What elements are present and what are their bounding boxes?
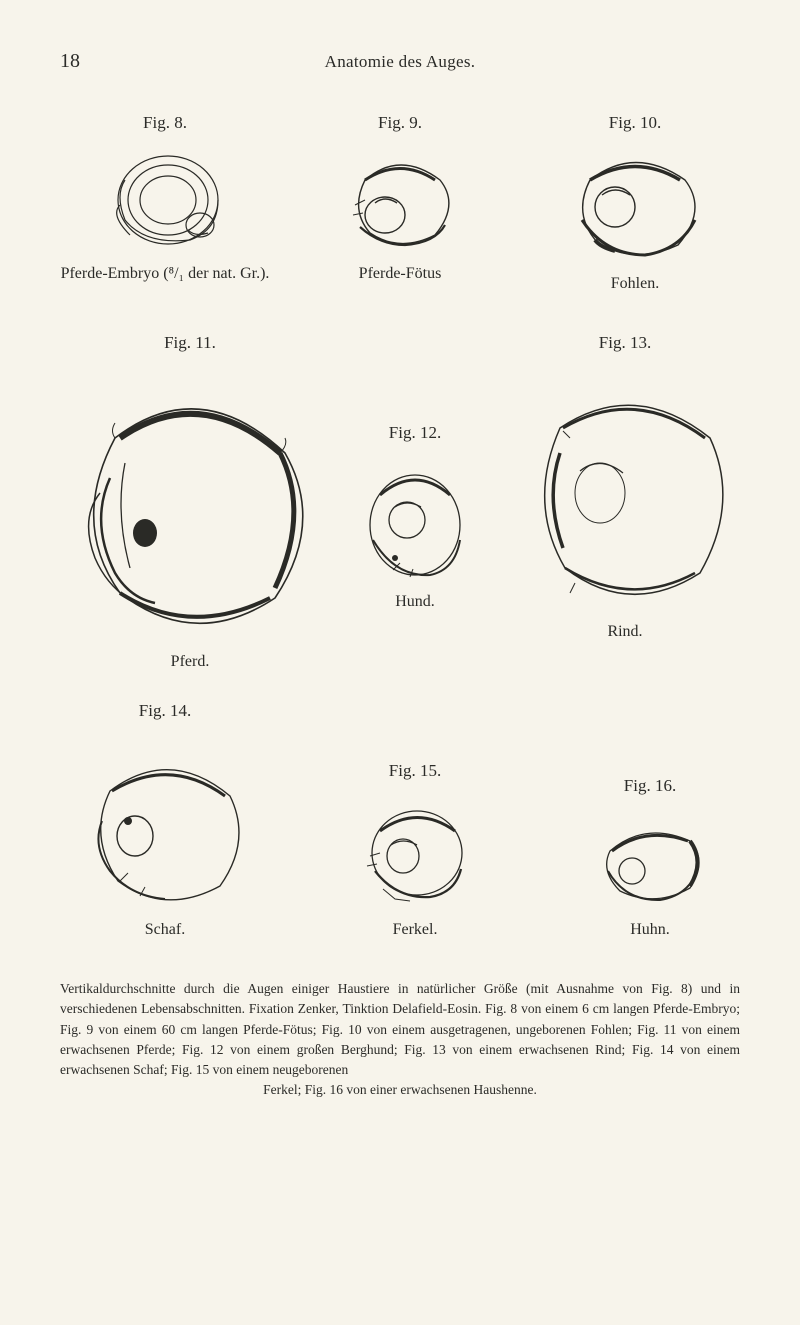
figure-16-label: Fig. 16.: [560, 776, 740, 796]
figure-8-svg: [100, 145, 230, 255]
figure-9-svg: [335, 145, 465, 255]
figure-13-svg: [515, 383, 735, 613]
figure-13: Rind.: [510, 383, 740, 641]
figure-15-caption: Ferkel.: [325, 921, 505, 939]
header-row: 18 Anatomie des Auges.: [60, 50, 740, 73]
figure-10-svg: [560, 145, 710, 265]
figure-legend-lastline: Ferkel; Fig. 16 von einer erwachsenen Ha…: [60, 1080, 740, 1100]
figure-9: Fig. 9. Pferde-Fötus: [295, 113, 505, 283]
figure-10-caption: Fohlen.: [530, 275, 740, 293]
figure-16-caption: Huhn.: [560, 921, 740, 939]
figure-row-3: Schaf. Fig. 15. Ferkel. Fig. 16.: [60, 751, 740, 939]
figure-15-label: Fig. 15.: [325, 761, 505, 781]
figure-15-svg: [355, 801, 475, 911]
figure-row-2: Pferd. Fig. 12. Hund.: [60, 383, 740, 671]
figure-14-label: Fig. 14.: [60, 701, 270, 721]
figure-16: Fig. 16. Huhn.: [560, 776, 740, 939]
figure-13-caption: Rind.: [510, 623, 740, 641]
figure-12-svg: [355, 455, 475, 585]
figure-14: Schaf.: [60, 751, 270, 939]
figure-12: Fig. 12. Hund.: [330, 383, 500, 611]
figure-8-label: Fig. 8.: [60, 113, 270, 133]
figure-12-caption: Hund.: [330, 593, 500, 611]
figure-14-caption: Schaf.: [60, 921, 270, 939]
figure-12-label: Fig. 12.: [330, 423, 500, 443]
figure-legend-text: Vertikaldurchschnitte durch die Augen ei…: [60, 981, 740, 1077]
page-number: 18: [60, 50, 120, 73]
figure-legend: Vertikaldurchschnitte durch die Augen ei…: [60, 979, 740, 1101]
figure-9-caption: Pferde-Fötus: [295, 265, 505, 283]
page: 18 Anatomie des Auges. Fig. 8. Pferde-Em…: [0, 0, 800, 1325]
figure-row-1: Fig. 8. Pferde-Embryo (⁸/₁ der nat. Gr.)…: [60, 113, 740, 293]
figure-11-label: Fig. 11.: [60, 333, 320, 353]
figure-8: Fig. 8. Pferde-Embryo (⁸/₁ der nat. Gr.)…: [60, 113, 270, 283]
figure-11: Pferd.: [60, 383, 320, 671]
figure-row-2-labels: Fig. 11. Fig. 13.: [60, 333, 740, 373]
figure-11-svg: [60, 383, 320, 643]
figure-10-label: Fig. 10.: [530, 113, 740, 133]
figure-9-label: Fig. 9.: [295, 113, 505, 133]
figure-14-svg: [80, 751, 250, 911]
figure-11-caption: Pferd.: [60, 653, 320, 671]
figure-13-label: Fig. 13.: [510, 333, 740, 353]
running-title: Anatomie des Auges.: [120, 52, 680, 72]
figure-15: Fig. 15. Ferkel.: [325, 761, 505, 939]
figure-10: Fig. 10. Fohlen.: [530, 113, 740, 293]
figure-8-caption: Pferde-Embryo (⁸/₁ der nat. Gr.).: [60, 265, 270, 283]
figure-16-svg: [590, 816, 710, 911]
